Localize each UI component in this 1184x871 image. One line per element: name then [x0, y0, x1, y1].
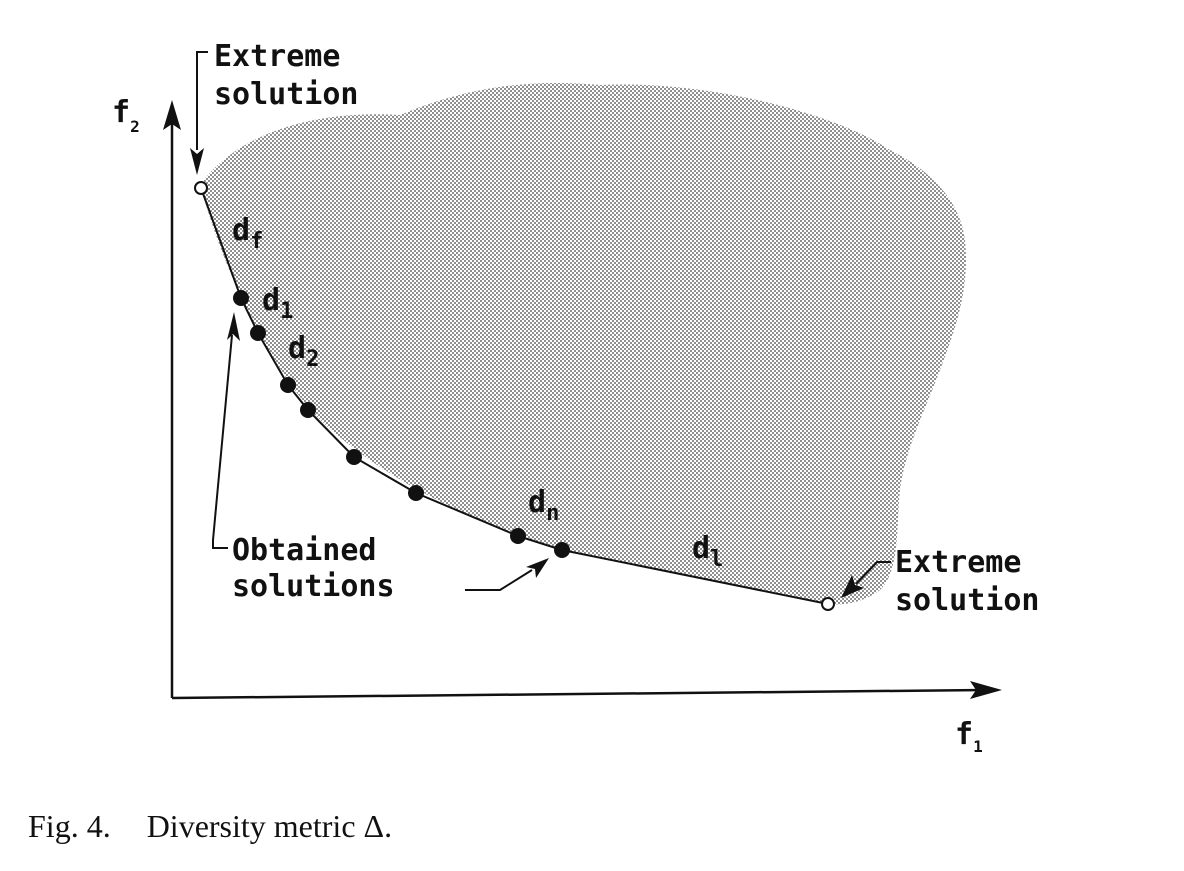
x-axis-arrowhead — [970, 681, 1002, 699]
figure-number: Fig. 4. — [28, 808, 111, 844]
extreme-top-leader — [196, 51, 208, 150]
diversity-metric-diagram: f2 f1 Extreme solution Extreme solution … — [112, 39, 1040, 756]
solution-point — [510, 528, 526, 544]
figure-caption: Fig. 4. Diversity metric Δ. — [28, 808, 392, 845]
solution-point — [300, 402, 316, 418]
distance-label-dl: dl — [692, 531, 723, 572]
obtained-solutions-label: Obtained solutions — [232, 533, 395, 604]
pareto-front-curve — [200, 187, 829, 605]
solution-point — [280, 377, 296, 393]
distance-label-df: df — [232, 213, 263, 254]
y-axis-arrowhead — [163, 100, 181, 130]
obtained-leader-up — [212, 334, 233, 549]
obtained-arrowhead-up — [227, 312, 240, 341]
distance-label-d2: d2 — [288, 331, 319, 372]
obtained-arrowhead-right — [526, 558, 549, 578]
solution-point — [250, 325, 266, 341]
x-axis-label: f1 — [955, 717, 983, 756]
solution-point — [408, 485, 424, 501]
extreme-solution-right-label: Extreme solution — [895, 545, 1040, 618]
solution-point — [554, 542, 570, 558]
obtained-leader-right — [465, 569, 533, 591]
extreme-solution-top-label: Extreme solution — [214, 39, 359, 112]
distance-label-d1: d1 — [262, 283, 293, 324]
distance-label-dn: dn — [528, 485, 559, 526]
solution-point — [233, 290, 249, 306]
extreme-right-arrowhead — [841, 575, 864, 598]
extreme-solution-right — [821, 597, 835, 611]
feasible-region — [200, 83, 966, 605]
solution-point — [346, 449, 362, 465]
extreme-solution-top — [194, 181, 208, 195]
x-axis — [171, 688, 986, 700]
extreme-right-leader — [855, 561, 891, 585]
figure-caption-text: Diversity metric Δ. — [146, 808, 393, 844]
y-axis-label: f2 — [112, 95, 140, 136]
extreme-top-arrowhead — [190, 148, 204, 175]
